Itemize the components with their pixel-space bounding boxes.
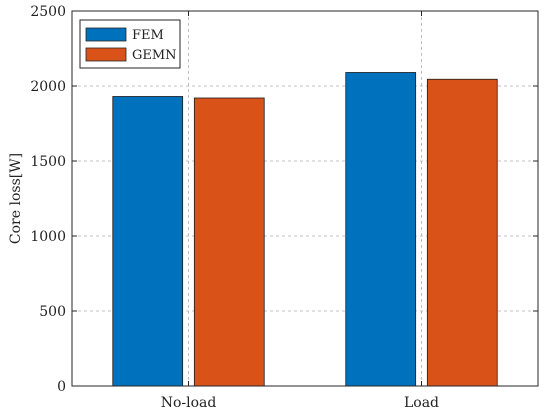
y-tick-label: 2000 (30, 79, 66, 95)
bar-fem-load (345, 72, 417, 387)
legend-label-fem: FEM (132, 28, 164, 43)
plot-frame (71, 10, 539, 387)
legend: FEM GEMN (79, 19, 181, 69)
grid-lines (72, 11, 538, 386)
y-tick-label: 500 (39, 304, 66, 320)
x-tick-label: No-load (161, 395, 217, 411)
x-axis-ticks: No-load Load (161, 11, 439, 411)
legend-swatch-fem (85, 27, 127, 42)
bars (112, 72, 498, 387)
bar-fem-no-load (112, 96, 184, 387)
y-tick-label: 1000 (30, 229, 66, 245)
y-axis-label: Core loss[W] (8, 153, 24, 244)
y-tick-label: 1500 (30, 154, 66, 170)
y-axis-ticks: 0 500 1000 1500 2000 2500 (30, 4, 538, 395)
legend-label-gemn: GEMN (132, 48, 177, 63)
x-tick-label: Load (404, 395, 439, 411)
y-tick-label: 2500 (30, 4, 66, 20)
y-tick-label: 0 (57, 379, 66, 395)
bar-gemn-load (426, 78, 498, 387)
legend-swatch-gemn (85, 47, 127, 62)
bar-gemn-no-load (193, 97, 265, 387)
